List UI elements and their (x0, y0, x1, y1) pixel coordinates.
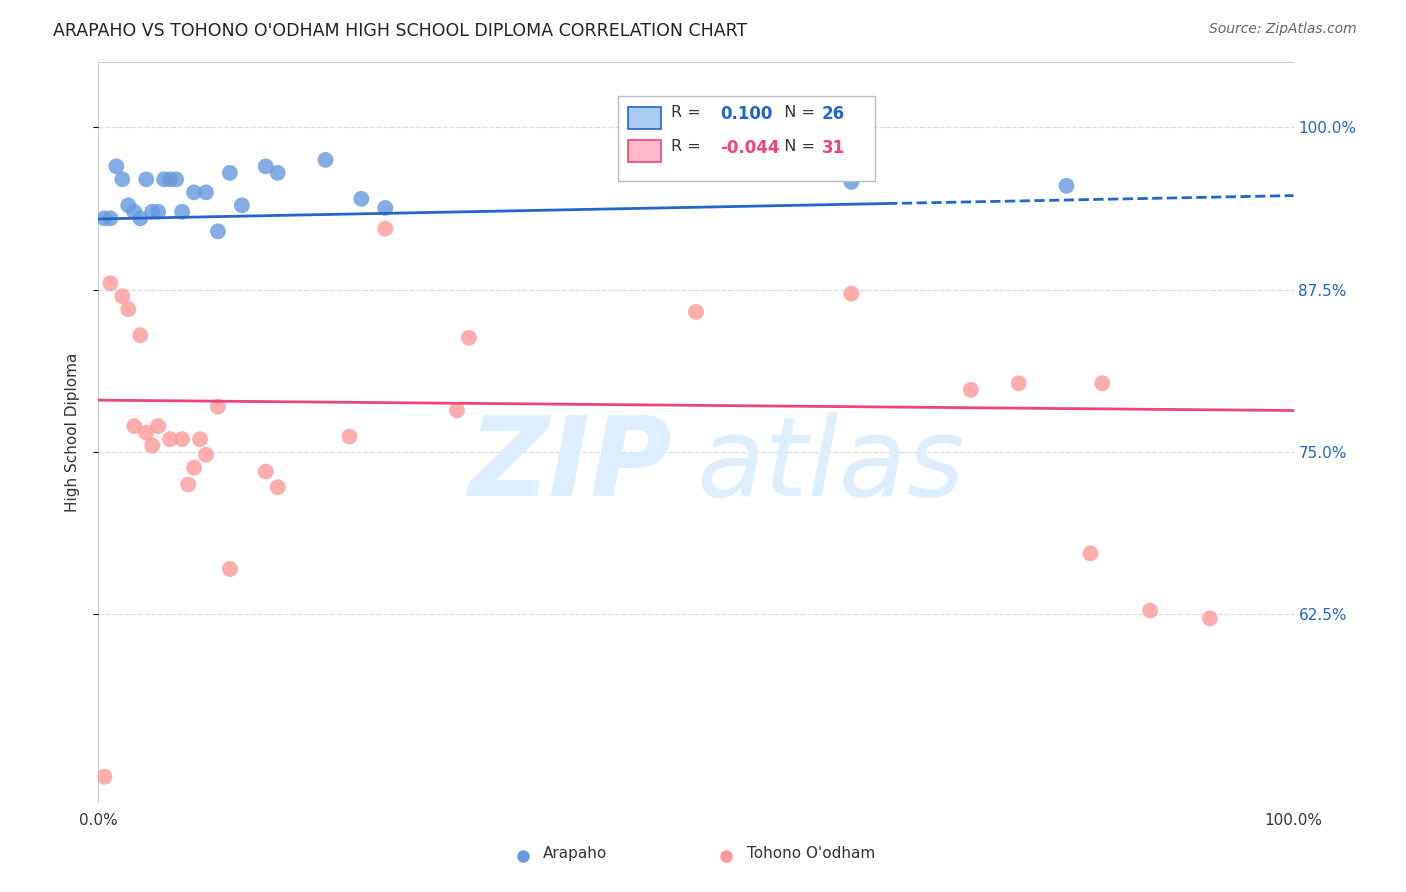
Point (219, 562, 242, 576)
Point (129, 328, 152, 343)
Point (219, 166, 242, 180)
Point (153, 172, 176, 186)
Point (685, 305, 707, 319)
Point (195, 448, 218, 462)
Point (111, 172, 134, 186)
Text: 26: 26 (821, 105, 845, 123)
Point (374, 221, 396, 235)
Point (207, 224, 229, 238)
Point (1091, 376, 1114, 391)
Point (183, 460, 205, 475)
Point (960, 383, 983, 397)
Point (148, 204, 170, 219)
Point (315, 153, 337, 167)
Point (135, 425, 157, 440)
Point (111, 289, 134, 303)
Point (93, 211, 115, 226)
Text: R =: R = (671, 105, 706, 120)
Point (267, 166, 290, 180)
Point (1139, 603, 1161, 617)
Point (129, 211, 152, 226)
Point (141, 439, 163, 453)
Point (254, 465, 277, 479)
Y-axis label: High School Diploma: High School Diploma (65, 353, 80, 512)
Point (446, 403, 468, 417)
Text: ARAPAHO VS TOHONO O'ODHAM HIGH SCHOOL DIPLOMA CORRELATION CHART: ARAPAHO VS TOHONO O'ODHAM HIGH SCHOOL DI… (53, 22, 748, 40)
FancyBboxPatch shape (628, 140, 661, 162)
Point (841, 175, 863, 189)
Point (135, 172, 157, 186)
Text: -0.044: -0.044 (720, 138, 779, 157)
Point (350, 192, 373, 206)
Point (165, 172, 187, 186)
Point (1008, 376, 1031, 391)
Text: Arapaho: Arapaho (543, 846, 607, 861)
Text: atlas: atlas (696, 412, 965, 519)
Point (148, 419, 170, 434)
Point (1056, 178, 1078, 193)
Point (231, 198, 253, 212)
FancyBboxPatch shape (619, 95, 876, 181)
Point (188, 432, 211, 446)
Text: Source: ZipAtlas.com: Source: ZipAtlas.com (1209, 22, 1357, 37)
Point (98, 277, 122, 291)
Text: Tohono O'odham: Tohono O'odham (748, 846, 876, 861)
FancyBboxPatch shape (628, 107, 661, 129)
Text: ZIP: ZIP (468, 412, 672, 519)
Point (98, 211, 122, 226)
Point (339, 429, 361, 443)
Point (183, 186, 205, 200)
Point (105, 159, 128, 173)
Point (172, 204, 194, 219)
Point (93, 770, 115, 784)
Text: N =: N = (773, 105, 820, 120)
Text: 0.100: 0.100 (720, 105, 772, 123)
Text: 31: 31 (821, 138, 845, 157)
Point (1199, 611, 1222, 625)
Point (458, 331, 481, 345)
Point (117, 198, 139, 212)
Point (141, 204, 163, 219)
Point (1080, 546, 1102, 560)
Point (159, 172, 181, 186)
Point (254, 159, 277, 173)
Point (195, 186, 218, 200)
Text: R =: R = (671, 138, 706, 153)
Point (841, 286, 863, 301)
Text: N =: N = (773, 138, 820, 153)
Point (124, 204, 146, 219)
Point (177, 477, 200, 491)
Point (267, 480, 290, 494)
Point (172, 432, 194, 446)
Point (159, 432, 181, 446)
Point (117, 302, 139, 317)
Point (124, 419, 146, 434)
Point (374, 201, 396, 215)
Point (207, 400, 229, 414)
